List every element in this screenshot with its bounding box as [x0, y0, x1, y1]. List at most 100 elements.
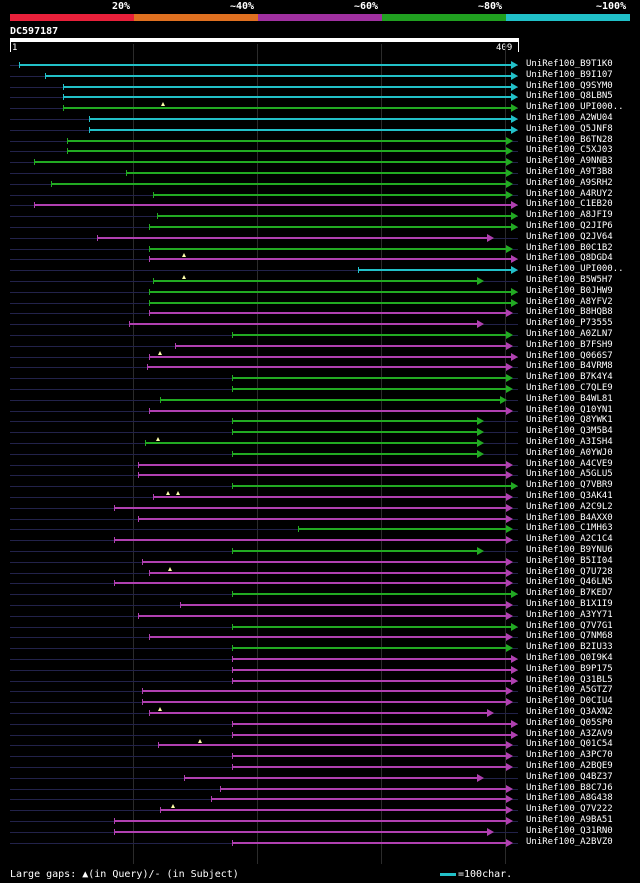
hit-alignment-bar[interactable] [63, 107, 512, 110]
hit-alignment-bar[interactable] [180, 604, 508, 606]
hit-alignment-bar[interactable] [149, 226, 512, 228]
hit-alignment-bar[interactable] [232, 452, 479, 455]
hit-label[interactable]: UniRef100_Q0I9K4 [526, 653, 613, 663]
hit-label[interactable]: UniRef100_Q2JIP6 [526, 221, 613, 231]
hit-alignment-bar[interactable] [232, 377, 508, 380]
hit-label[interactable]: UniRef100_B0C1B2 [526, 242, 613, 253]
hit-alignment-bar[interactable] [232, 485, 512, 488]
hit-alignment-bar[interactable] [152, 496, 508, 498]
hit-label[interactable]: UniRef100_A3YY71 [526, 609, 613, 620]
hit-alignment-bar[interactable] [232, 733, 512, 736]
hit-label[interactable]: UniRef100_Q7VBR9 [526, 480, 613, 491]
hit-alignment-bar[interactable] [232, 755, 508, 758]
hit-alignment-bar[interactable] [232, 722, 512, 725]
hit-label[interactable]: UniRef100_B9YNU6 [526, 545, 613, 555]
hit-alignment-bar[interactable] [63, 85, 512, 88]
hit-label[interactable]: UniRef100_A2WU04 [526, 113, 613, 123]
hit-label[interactable]: UniRef100_B0JHW9 [526, 285, 613, 296]
hit-label[interactable]: UniRef100_A8YFV2 [526, 296, 613, 307]
hit-label[interactable]: UniRef100_A8JFI9 [526, 210, 613, 221]
hit-alignment-bar[interactable] [156, 215, 512, 218]
hit-alignment-bar[interactable] [89, 118, 512, 120]
hit-alignment-bar[interactable] [232, 668, 512, 671]
hit-alignment-bar[interactable] [129, 323, 479, 326]
hit-label[interactable]: UniRef100_Q8DGD4 [526, 253, 613, 264]
hit-alignment-bar[interactable] [114, 582, 508, 585]
hit-label[interactable]: UniRef100_B1X1I9 [526, 599, 613, 609]
hit-alignment-bar[interactable] [232, 658, 512, 660]
hit-label[interactable]: UniRef100_Q3M5B4 [526, 426, 613, 437]
hit-label[interactable]: UniRef100_B5II04 [526, 555, 613, 566]
hit-alignment-bar[interactable] [232, 550, 479, 552]
hit-alignment-bar[interactable] [137, 614, 508, 617]
hit-alignment-bar[interactable] [232, 679, 512, 682]
hit-label[interactable]: UniRef100_Q5JNF8 [526, 123, 613, 134]
hit-alignment-bar[interactable] [152, 280, 479, 282]
hit-label[interactable]: UniRef100_B4AXX0 [526, 512, 613, 523]
hit-alignment-bar[interactable] [63, 96, 512, 99]
hit-alignment-bar[interactable] [114, 539, 508, 542]
hit-label[interactable]: UniRef100_A2C9L2 [526, 501, 613, 512]
hit-alignment-bar[interactable] [33, 161, 508, 164]
hit-alignment-bar[interactable] [141, 690, 508, 693]
hit-label[interactable]: UniRef100_B9P175 [526, 663, 613, 674]
hit-label[interactable]: UniRef100_Q4BZ37 [526, 771, 613, 782]
hit-label[interactable]: UniRef100_B7K4Y4 [526, 372, 613, 383]
hit-label[interactable]: UniRef100_A4CVE9 [526, 458, 613, 469]
hit-alignment-bar[interactable] [141, 560, 508, 563]
hit-alignment-bar[interactable] [149, 312, 508, 315]
hit-label[interactable]: UniRef100_Q05SP0 [526, 717, 613, 728]
hit-label[interactable]: UniRef100_D0CIU4 [526, 696, 613, 707]
hit-label[interactable]: UniRef100_A5GLU5 [526, 469, 613, 480]
hit-label[interactable]: UniRef100_Q7NM68 [526, 631, 613, 642]
hit-alignment-bar[interactable] [160, 398, 501, 401]
hit-label[interactable]: UniRef100_B5W5H7 [526, 275, 613, 285]
hit-alignment-bar[interactable] [232, 766, 508, 768]
hit-label[interactable]: UniRef100_B2IU33 [526, 642, 613, 653]
hit-alignment-bar[interactable] [298, 528, 508, 531]
hit-label[interactable]: UniRef100_Q46LN5 [526, 577, 613, 588]
hit-alignment-bar[interactable] [149, 355, 512, 358]
hit-label[interactable]: UniRef100_B7KED7 [526, 588, 613, 599]
hit-label[interactable]: UniRef100_A3ISH4 [526, 437, 613, 447]
hit-label[interactable]: UniRef100_Q8YWK1 [526, 415, 613, 426]
hit-alignment-bar[interactable] [50, 182, 508, 185]
hit-alignment-bar[interactable] [114, 830, 489, 833]
hit-label[interactable]: UniRef100_B9I107 [526, 69, 613, 80]
hit-label[interactable]: UniRef100_Q31RN0 [526, 825, 613, 836]
hit-label[interactable]: UniRef100_B9T1K0 [526, 59, 613, 69]
hit-label[interactable]: UniRef100_A5GTZ7 [526, 685, 613, 696]
hit-alignment-bar[interactable] [149, 636, 508, 639]
hit-alignment-bar[interactable] [219, 787, 508, 790]
hit-alignment-bar[interactable] [18, 64, 512, 66]
hit-alignment-bar[interactable] [137, 474, 508, 477]
hit-label[interactable]: UniRef100_A2C1C4 [526, 534, 613, 545]
hit-label[interactable]: UniRef100_A9BA51 [526, 815, 613, 825]
hit-alignment-bar[interactable] [149, 258, 512, 261]
hit-label[interactable]: UniRef100_A3ZAV9 [526, 728, 613, 739]
hit-alignment-bar[interactable] [357, 269, 512, 272]
hit-label[interactable]: UniRef100_Q7V222 [526, 804, 613, 815]
hit-label[interactable]: UniRef100_A2BQE9 [526, 761, 613, 771]
hit-label[interactable]: UniRef100_Q8LBN5 [526, 91, 613, 102]
hit-alignment-bar[interactable] [149, 409, 508, 412]
hit-alignment-bar[interactable] [146, 366, 508, 369]
hit-alignment-bar[interactable] [232, 593, 512, 596]
hit-alignment-bar[interactable] [114, 820, 508, 822]
hit-alignment-bar[interactable] [152, 193, 508, 196]
hit-alignment-bar[interactable] [89, 128, 512, 131]
hit-label[interactable]: UniRef100_C1MH63 [526, 523, 613, 534]
hit-label[interactable]: UniRef100_Q2JV64 [526, 231, 613, 242]
hit-label[interactable]: UniRef100_UPI000.. [526, 264, 624, 275]
hit-label[interactable]: UniRef100_Q01C54 [526, 739, 613, 750]
hit-alignment-bar[interactable] [96, 236, 489, 239]
hit-alignment-bar[interactable] [44, 74, 512, 77]
hit-alignment-bar[interactable] [211, 798, 508, 801]
hit-alignment-bar[interactable] [149, 712, 489, 714]
hit-label[interactable]: UniRef100_UPI000.. [526, 102, 624, 113]
hit-alignment-bar[interactable] [125, 172, 508, 174]
hit-alignment-bar[interactable] [149, 571, 508, 574]
hit-label[interactable]: UniRef100_B8C7J6 [526, 782, 613, 793]
hit-label[interactable]: UniRef100_A0YWJ0 [526, 447, 613, 458]
hit-label[interactable]: UniRef100_B6TN28 [526, 134, 613, 145]
